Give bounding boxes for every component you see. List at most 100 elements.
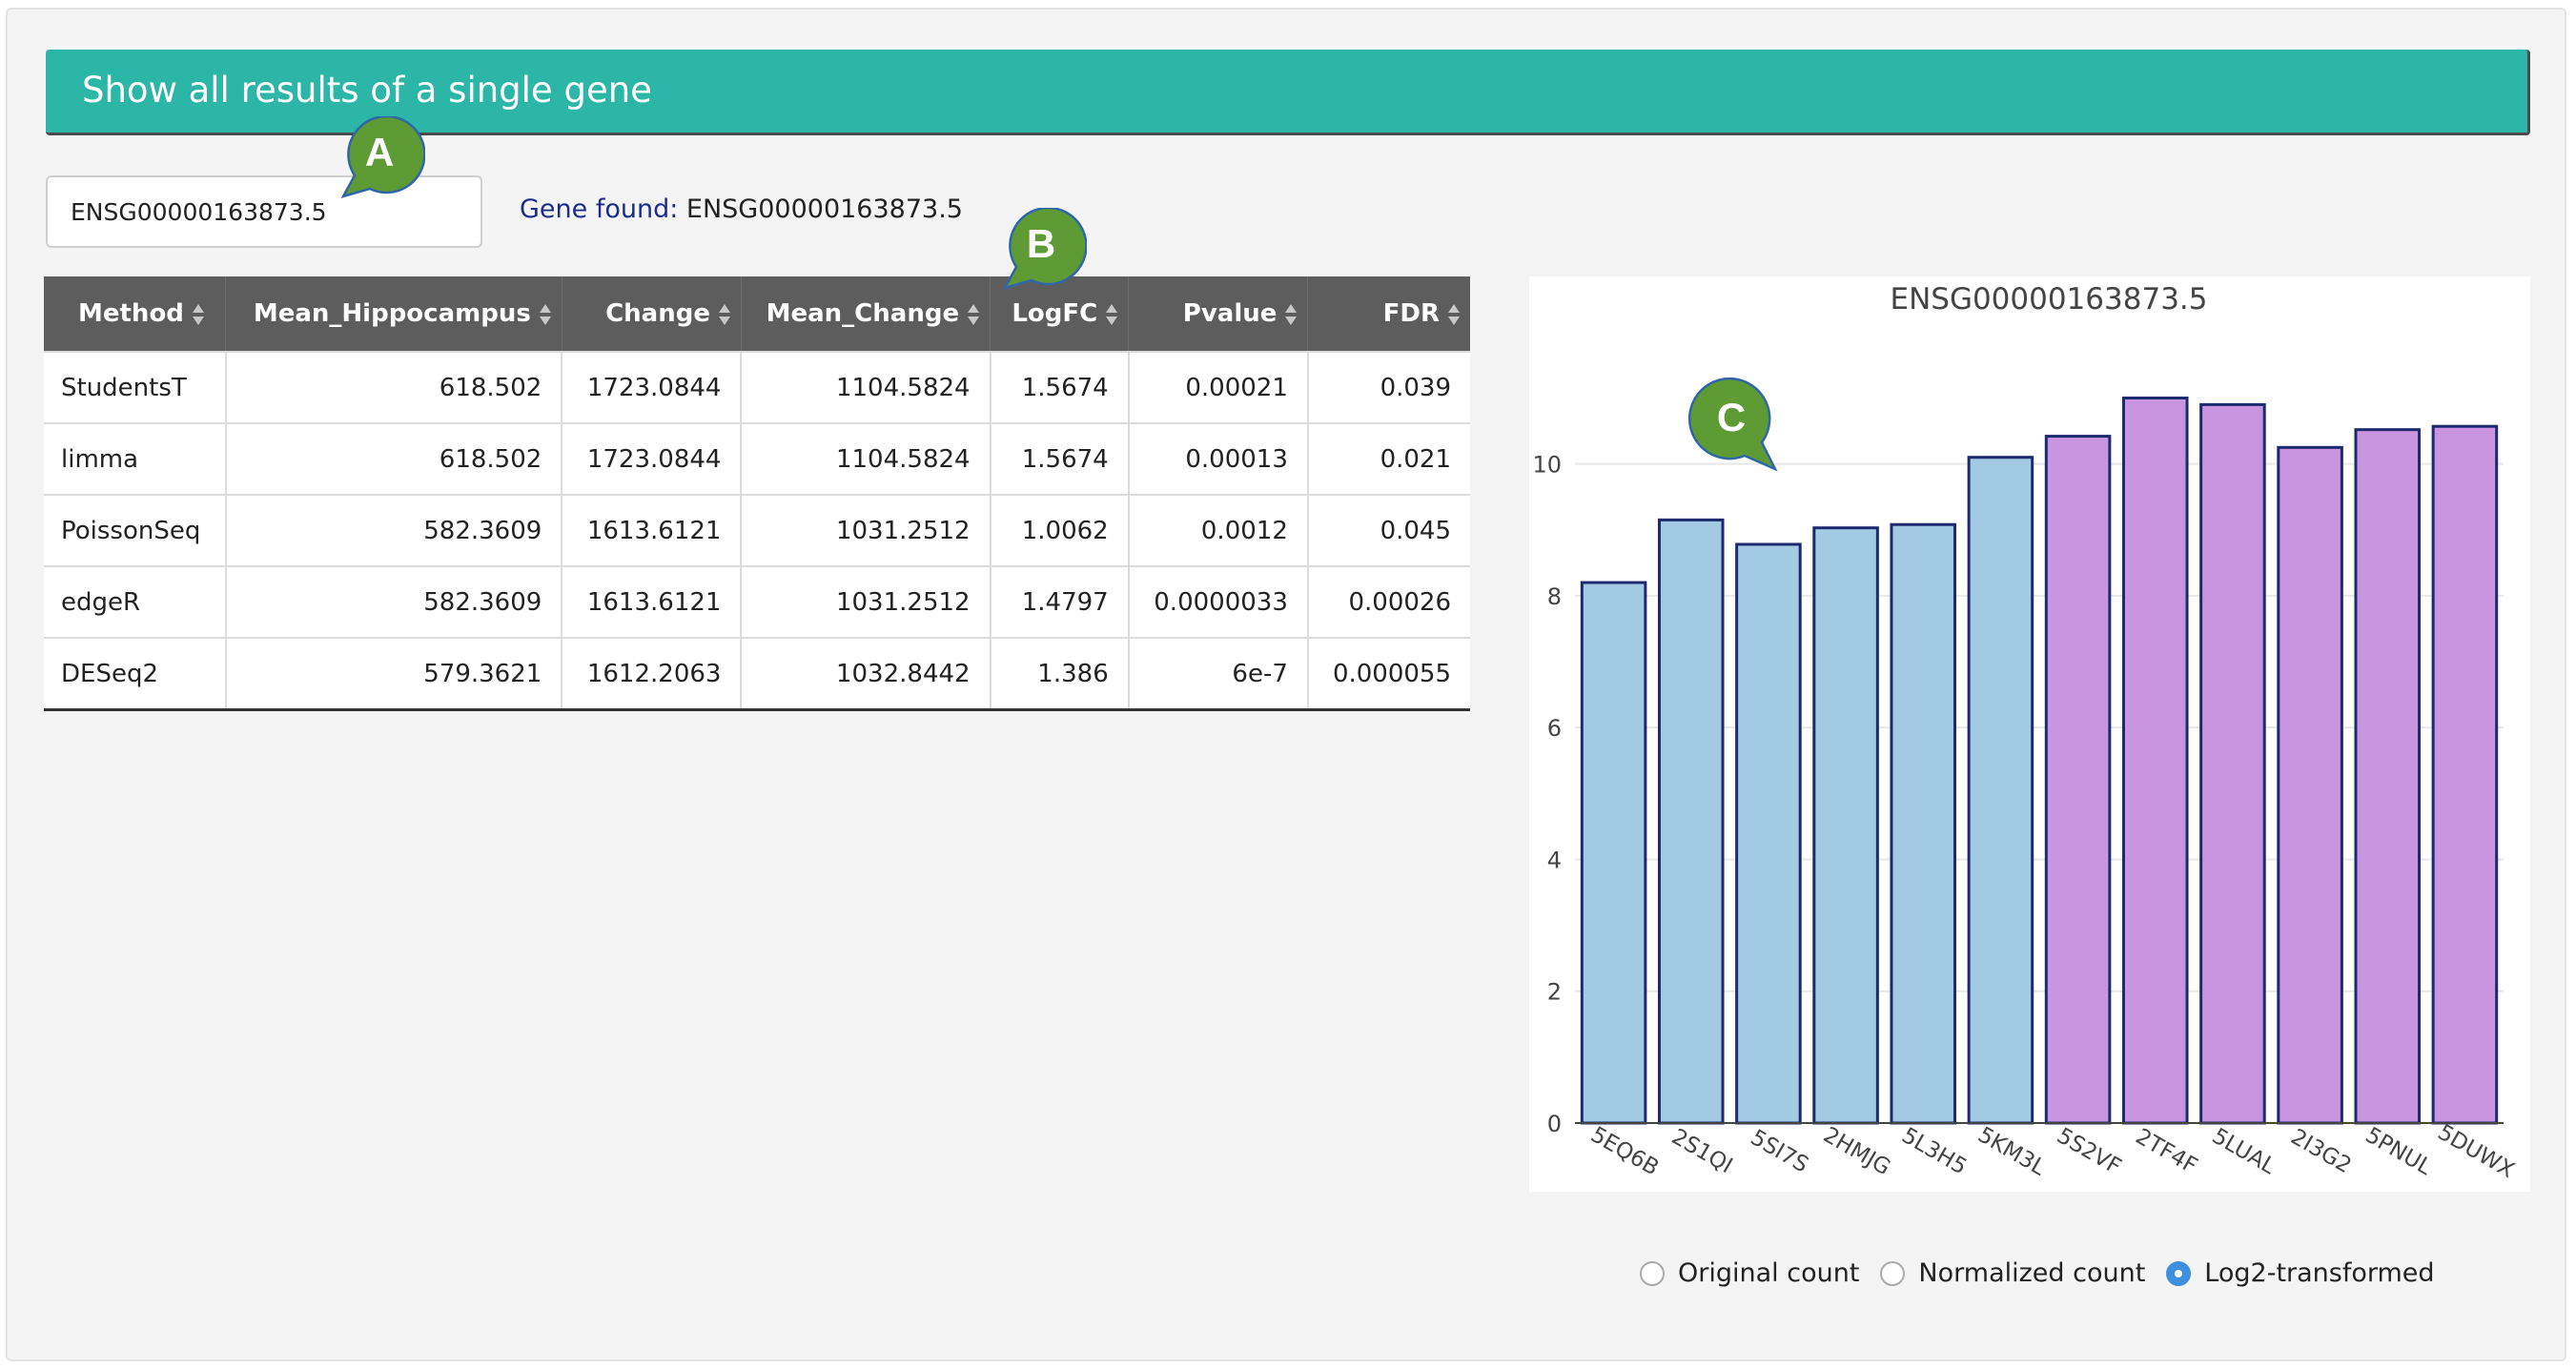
sort-arrows-icon[interactable]: [1447, 303, 1461, 326]
bar-5L3H5[interactable]: [1890, 522, 1957, 1125]
sort-arrows-icon[interactable]: [1105, 303, 1118, 326]
table-cell-mean-change: 1031.2512: [741, 494, 992, 566]
table-cell-pvalue: 0.0012: [1128, 494, 1309, 566]
table-row[interactable]: edgeR 582.3609 1613.6121 1031.2512 1.4797 0.0…: [44, 565, 1470, 638]
table-row[interactable]: StudentsT 618.502 1723.0844 1104.5824 1.5674…: [44, 351, 1470, 423]
table-cell-logfc: 1.5674: [990, 422, 1130, 495]
y-tick-label: 2: [1547, 979, 1562, 1006]
table-header-row: Method Mean_Hippocampus Change Mean_Change L…: [44, 276, 1470, 352]
radio-label: Normalized count: [1918, 1258, 2146, 1288]
column-header-change[interactable]: Change: [562, 276, 742, 352]
sort-arrows-icon[interactable]: [539, 303, 552, 326]
table-cell-method: edgeR: [44, 565, 227, 638]
x-tick-label: 2HMJG: [1819, 1123, 1894, 1181]
radio-button[interactable]: [1640, 1260, 1665, 1286]
table-cell-pvalue: 0.0000033: [1128, 565, 1309, 638]
table-cell-mean-hippocampus: 579.3621: [225, 637, 563, 710]
table-cell-pvalue: 0.00021: [1128, 351, 1309, 423]
y-tick-label: 0: [1547, 1111, 1562, 1137]
column-header-mean-hippocampus[interactable]: Mean_Hippocampus: [225, 276, 562, 352]
column-header-fdr[interactable]: FDR: [1307, 276, 1470, 352]
table-row[interactable]: DESeq2 579.3621 1612.2063 1032.8442 1.386 6e-…: [44, 637, 1470, 710]
table-cell-mean-hippocampus: 618.502: [225, 422, 563, 495]
section-title: Show all results of a single gene: [82, 70, 652, 111]
radio-button[interactable]: [2166, 1260, 2192, 1286]
x-tick-label: 5KM3L: [1973, 1122, 2050, 1180]
annotation-bubble-a: A: [340, 116, 425, 199]
x-tick-label: 5SI7S: [1747, 1125, 1813, 1177]
radio-option-log2-transformed[interactable]: Log2-transformed: [2166, 1258, 2435, 1288]
column-header-label: LogFC: [1012, 299, 1098, 328]
sort-arrows-icon[interactable]: [718, 303, 731, 326]
column-header-label: Change: [605, 299, 710, 328]
x-tick-label: 5DUWX: [2433, 1120, 2518, 1183]
bar-5KM3L[interactable]: [1967, 456, 2034, 1125]
table-cell-change: 1723.0844: [562, 351, 743, 423]
table-cell-pvalue: 0.00013: [1128, 422, 1309, 495]
radio-option-normalized-count[interactable]: Normalized count: [1880, 1258, 2145, 1288]
sort-arrows-icon[interactable]: [1284, 303, 1298, 326]
annotation-bubble-b: B: [1002, 208, 1087, 291]
count-type-radio-group: Original count Normalized count Log2-trans…: [1640, 1258, 2456, 1288]
chart-title: ENSG00000163873.5: [1890, 282, 2207, 317]
gene-bar-chart: ENSG00000163873.5 0 2 4 6 8 10 5EQ6B 2S1QI 5SI7S 2…: [1529, 276, 2530, 1192]
column-header-label: Pvalue: [1182, 299, 1278, 328]
bar-5S2VF[interactable]: [2044, 435, 2112, 1125]
sort-arrows-icon[interactable]: [967, 303, 980, 326]
radio-option-original-count[interactable]: Original count: [1640, 1258, 1859, 1288]
bar-5SI7S[interactable]: [1735, 542, 1802, 1125]
x-tick-label: 5S2VF: [2053, 1123, 2125, 1179]
table-cell-change: 1613.6121: [562, 494, 743, 566]
y-tick-label: 4: [1547, 847, 1562, 873]
table-cell-logfc: 1.0062: [990, 494, 1130, 566]
table-cell-fdr: 0.039: [1307, 351, 1470, 423]
table-cell-logfc: 1.4797: [990, 565, 1130, 638]
table-cell-mean-change: 1032.8442: [741, 637, 992, 710]
radio-button[interactable]: [1880, 1260, 1906, 1286]
table-cell-method: DESeq2: [44, 637, 227, 710]
table-cell-logfc: 1.386: [990, 637, 1130, 710]
table-cell-mean-hippocampus: 582.3609: [225, 494, 563, 566]
column-header-method[interactable]: Method: [44, 276, 227, 352]
gene-found-label: Gene found:: [520, 194, 679, 224]
x-tick-label: 2S1QI: [1667, 1124, 1737, 1178]
column-header-pvalue[interactable]: Pvalue: [1128, 276, 1309, 352]
table-cell-fdr: 0.000055: [1307, 637, 1470, 710]
table-body: StudentsT 618.502 1723.0844 1104.5824 1.5674…: [44, 351, 1470, 710]
x-tick-label: 5EQ6B: [1586, 1122, 1663, 1180]
x-tick-label: 2I3G2: [2286, 1125, 2355, 1179]
section-header: Show all results of a single gene: [46, 50, 2530, 135]
radio-label: Original count: [1678, 1258, 1860, 1288]
table-cell-fdr: 0.00026: [1307, 565, 1470, 638]
bar-2I3G2[interactable]: [2277, 445, 2343, 1125]
bar-2HMJG[interactable]: [1812, 526, 1879, 1125]
table-cell-method: limma: [44, 422, 227, 495]
gene-found-value: ENSG00000163873.5: [678, 194, 963, 224]
table-cell-pvalue: 6e-7: [1128, 637, 1309, 710]
annotation-bubble-c: C: [1687, 378, 1778, 472]
bar-5LUAL[interactable]: [2199, 402, 2266, 1125]
column-header-label: Mean_Hippocampus: [253, 299, 531, 328]
column-header-label: Mean_Change: [766, 299, 960, 328]
sort-arrows-icon[interactable]: [192, 303, 205, 326]
table-cell-change: 1612.2063: [562, 637, 743, 710]
table-cell-mean-change: 1031.2512: [741, 565, 992, 638]
table-cell-method: PoissonSeq: [44, 494, 227, 566]
bar-5PNUL[interactable]: [2354, 428, 2422, 1125]
bar-2TF4F[interactable]: [2121, 396, 2189, 1125]
table-row[interactable]: limma 618.502 1723.0844 1104.5824 1.5674 0.00…: [44, 422, 1470, 495]
x-tick-label: 2TF4F: [2132, 1124, 2201, 1178]
column-header-label: Method: [78, 299, 184, 328]
x-tick-label: 5PNUL: [2361, 1123, 2436, 1180]
annotation-b-label: B: [1027, 221, 1055, 266]
table-row[interactable]: PoissonSeq 582.3609 1613.6121 1031.2512 1.00…: [44, 494, 1470, 566]
bar-5EQ6B[interactable]: [1580, 581, 1647, 1125]
column-header-logfc[interactable]: LogFC: [990, 276, 1130, 352]
bar-5DUWX[interactable]: [2431, 424, 2499, 1125]
x-tick-label: 5LUAL: [2208, 1124, 2280, 1179]
bar-2S1QI[interactable]: [1657, 518, 1725, 1125]
results-table: Method Mean_Hippocampus Change Mean_Change L…: [44, 276, 1470, 711]
gene-search-input[interactable]: [46, 175, 482, 248]
column-header-mean-change[interactable]: Mean_Change: [741, 276, 992, 352]
y-tick-label: 6: [1547, 715, 1562, 742]
